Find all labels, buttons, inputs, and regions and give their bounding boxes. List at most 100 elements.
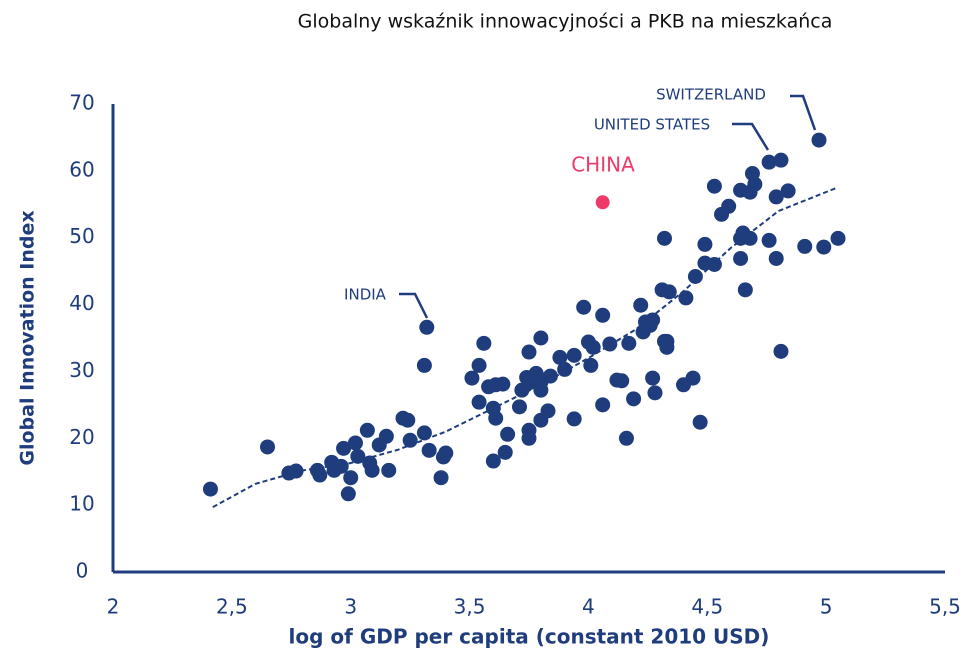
point — [773, 343, 789, 359]
y-tick-label: 50 — [69, 224, 94, 248]
point — [768, 189, 784, 205]
x-tick-label: 4 — [582, 595, 595, 619]
point — [733, 250, 749, 266]
point — [830, 230, 846, 246]
point — [685, 370, 701, 386]
point — [557, 361, 573, 377]
point — [471, 394, 487, 410]
point — [816, 239, 832, 255]
point — [402, 432, 418, 448]
x-tick-label: 5,5 — [929, 595, 961, 619]
point — [343, 470, 359, 486]
point — [260, 439, 276, 455]
y-axis-label: Global Innovation Index — [17, 210, 39, 465]
point — [811, 132, 827, 148]
point — [692, 414, 708, 430]
point — [645, 370, 661, 386]
point — [566, 411, 582, 427]
point — [347, 435, 363, 451]
point — [687, 268, 703, 284]
x-tick-label: 4,5 — [691, 595, 723, 619]
point — [438, 445, 454, 461]
point — [706, 178, 722, 194]
point — [497, 444, 513, 460]
point — [659, 333, 675, 349]
point — [621, 335, 637, 351]
y-tick-label: 70 — [69, 91, 94, 115]
point — [744, 166, 760, 182]
point — [595, 307, 611, 323]
point — [566, 347, 582, 363]
annotation: SWITZERLAND — [656, 86, 766, 104]
point — [471, 357, 487, 373]
point — [533, 330, 549, 346]
point — [288, 463, 304, 479]
point — [576, 299, 592, 315]
point — [350, 448, 366, 464]
point — [340, 486, 356, 502]
y-tick-label: 40 — [69, 291, 94, 315]
x-tick-label: 5 — [820, 595, 833, 619]
point — [633, 297, 649, 313]
point — [697, 236, 713, 252]
point — [583, 357, 599, 373]
point — [678, 290, 694, 306]
point — [780, 183, 796, 199]
point — [768, 250, 784, 266]
y-tick-label: 20 — [69, 425, 94, 449]
point — [421, 442, 437, 458]
x-tick-label: 3,5 — [454, 595, 486, 619]
point — [359, 422, 375, 438]
point — [521, 344, 537, 360]
point — [542, 368, 558, 384]
point — [495, 376, 511, 392]
point — [656, 230, 672, 246]
point — [661, 284, 677, 300]
y-tick-label: 10 — [69, 492, 94, 516]
point — [476, 335, 492, 351]
point — [721, 198, 737, 214]
point — [381, 462, 397, 478]
point — [797, 238, 813, 254]
point — [614, 373, 630, 389]
point — [761, 154, 777, 170]
point — [378, 428, 394, 444]
point — [602, 336, 618, 352]
point — [500, 426, 516, 442]
point — [773, 152, 789, 168]
point — [333, 458, 349, 474]
point — [433, 470, 449, 486]
annotation: INDIA — [344, 286, 387, 304]
point — [416, 357, 432, 373]
point — [742, 230, 758, 246]
y-tick-label: 0 — [76, 559, 89, 583]
point — [626, 391, 642, 407]
y-tick-label: 30 — [69, 358, 94, 382]
x-tick-label: 2,5 — [216, 595, 248, 619]
point — [419, 319, 435, 335]
point — [336, 440, 352, 456]
point — [485, 453, 501, 469]
point — [511, 399, 527, 415]
point — [521, 430, 537, 446]
point — [552, 349, 568, 365]
point — [202, 481, 218, 497]
leader-line — [732, 122, 770, 151]
point — [585, 339, 601, 355]
point — [416, 425, 432, 441]
x-axis-label: log of GDP per capita (constant 2010 USD… — [289, 625, 770, 649]
y-tick-label: 60 — [69, 157, 94, 181]
point — [364, 462, 380, 478]
annotation: UNITED STATES — [594, 116, 710, 134]
x-tick-label: 2 — [107, 595, 120, 619]
leader-line — [790, 94, 817, 131]
leader-line — [399, 292, 429, 319]
point — [312, 467, 328, 483]
chart-title: Globalny wskaźnik innowacyjności a PKB n… — [298, 11, 833, 33]
point — [647, 385, 663, 401]
x-tick-label: 3 — [344, 595, 357, 619]
point — [761, 232, 777, 248]
point — [618, 430, 634, 446]
point — [464, 370, 480, 386]
